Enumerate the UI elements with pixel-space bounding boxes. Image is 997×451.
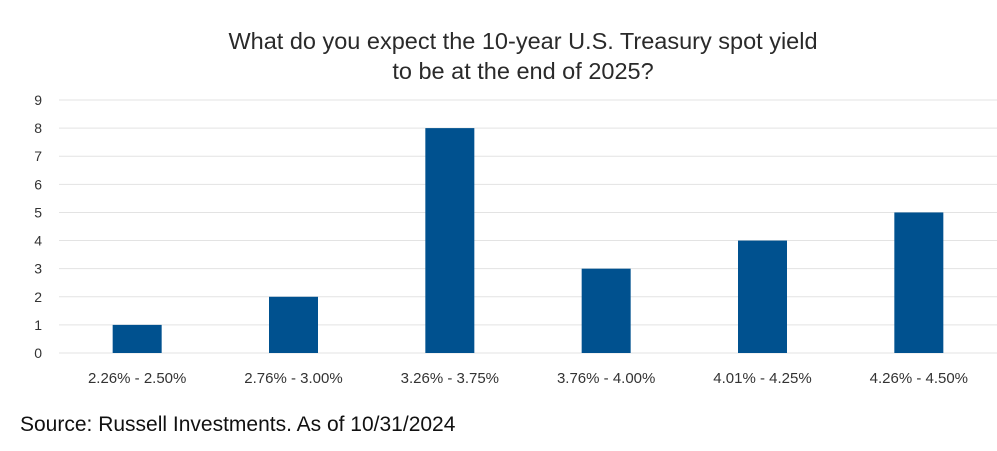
- bar-chart-plot: 0 1 2 3 4 5 6 7 8 9 2.26% - 2.50% 2.76% - 3.00% 3.26…: [34, 92, 997, 387]
- bar: [269, 296, 318, 353]
- y-tick-label: 7: [34, 148, 42, 164]
- x-tick-label: 2.76% - 3.00%: [244, 370, 342, 387]
- x-tick-label: 3.76% - 4.00%: [557, 370, 655, 387]
- y-tick-label: 4: [34, 233, 42, 249]
- x-tick-label: 4.26% - 4.50%: [870, 370, 968, 387]
- y-tick-label: 2: [34, 289, 42, 305]
- y-tick-label: 0: [34, 345, 42, 361]
- y-tick-label: 3: [34, 261, 42, 277]
- bar: [894, 212, 944, 353]
- x-tick-label: 2.26% - 2.50%: [88, 370, 186, 387]
- y-tick-label: 8: [34, 120, 42, 136]
- y-tick-label: 6: [34, 176, 42, 192]
- x-tick-label: 4.01% - 4.25%: [713, 370, 811, 387]
- source-note: Source: Russell Investments. As of 10/31…: [20, 413, 456, 436]
- bar: [738, 240, 787, 353]
- chart-title-line-1: What do you expect the 10-year U.S. Trea…: [228, 28, 818, 54]
- y-tick-label: 5: [34, 204, 42, 220]
- x-tick-label: 3.26% - 3.75%: [401, 370, 499, 387]
- y-tick-label: 1: [34, 317, 42, 333]
- bar: [581, 268, 631, 353]
- chart-title: What do you expect the 10-year U.S. Trea…: [0, 26, 997, 86]
- chart-title-line-2: to be at the end of 2025?: [392, 58, 654, 84]
- bar: [425, 128, 475, 353]
- y-tick-label: 9: [34, 92, 42, 108]
- bar: [112, 324, 162, 353]
